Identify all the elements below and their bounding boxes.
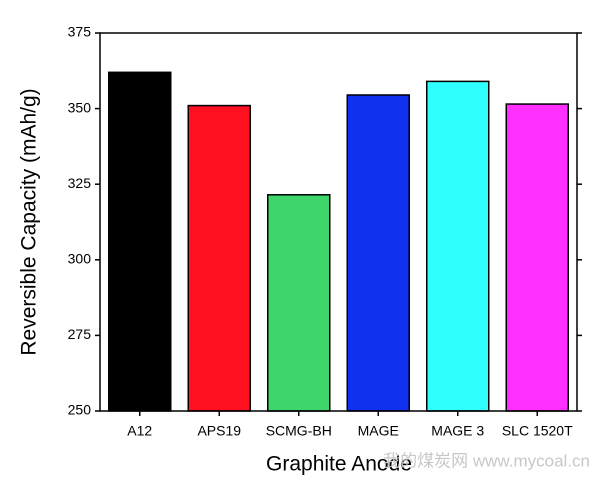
bar (187, 104, 252, 412)
y-tick-label: 250 (68, 402, 92, 418)
y-tick-label: 350 (68, 99, 92, 115)
x-tick-label: SCMG-BH (266, 423, 332, 439)
y-tick-label: 275 (68, 326, 92, 342)
x-axis-title: Graphite Anode (266, 453, 412, 476)
bar (425, 80, 490, 412)
bar (107, 71, 172, 412)
bar (505, 103, 570, 412)
y-tick-label: 325 (68, 175, 92, 191)
x-tick-label: APS19 (197, 423, 241, 439)
bar (346, 94, 411, 412)
x-tick-label: MAGE (358, 423, 399, 439)
y-axis-title: Reversible Capacity (mAh/g) (18, 88, 41, 355)
y-tick-label: 375 (68, 24, 92, 40)
x-tick-label: MAGE 3 (431, 423, 484, 439)
y-tick-label: 300 (68, 251, 92, 267)
bar (266, 194, 331, 412)
watermark: 我的煤炭网 www.mycoal.cn (383, 451, 590, 470)
plot-frame (99, 32, 578, 412)
x-tick-label: A12 (127, 423, 152, 439)
x-tick-label: SLC 1520T (502, 423, 573, 439)
